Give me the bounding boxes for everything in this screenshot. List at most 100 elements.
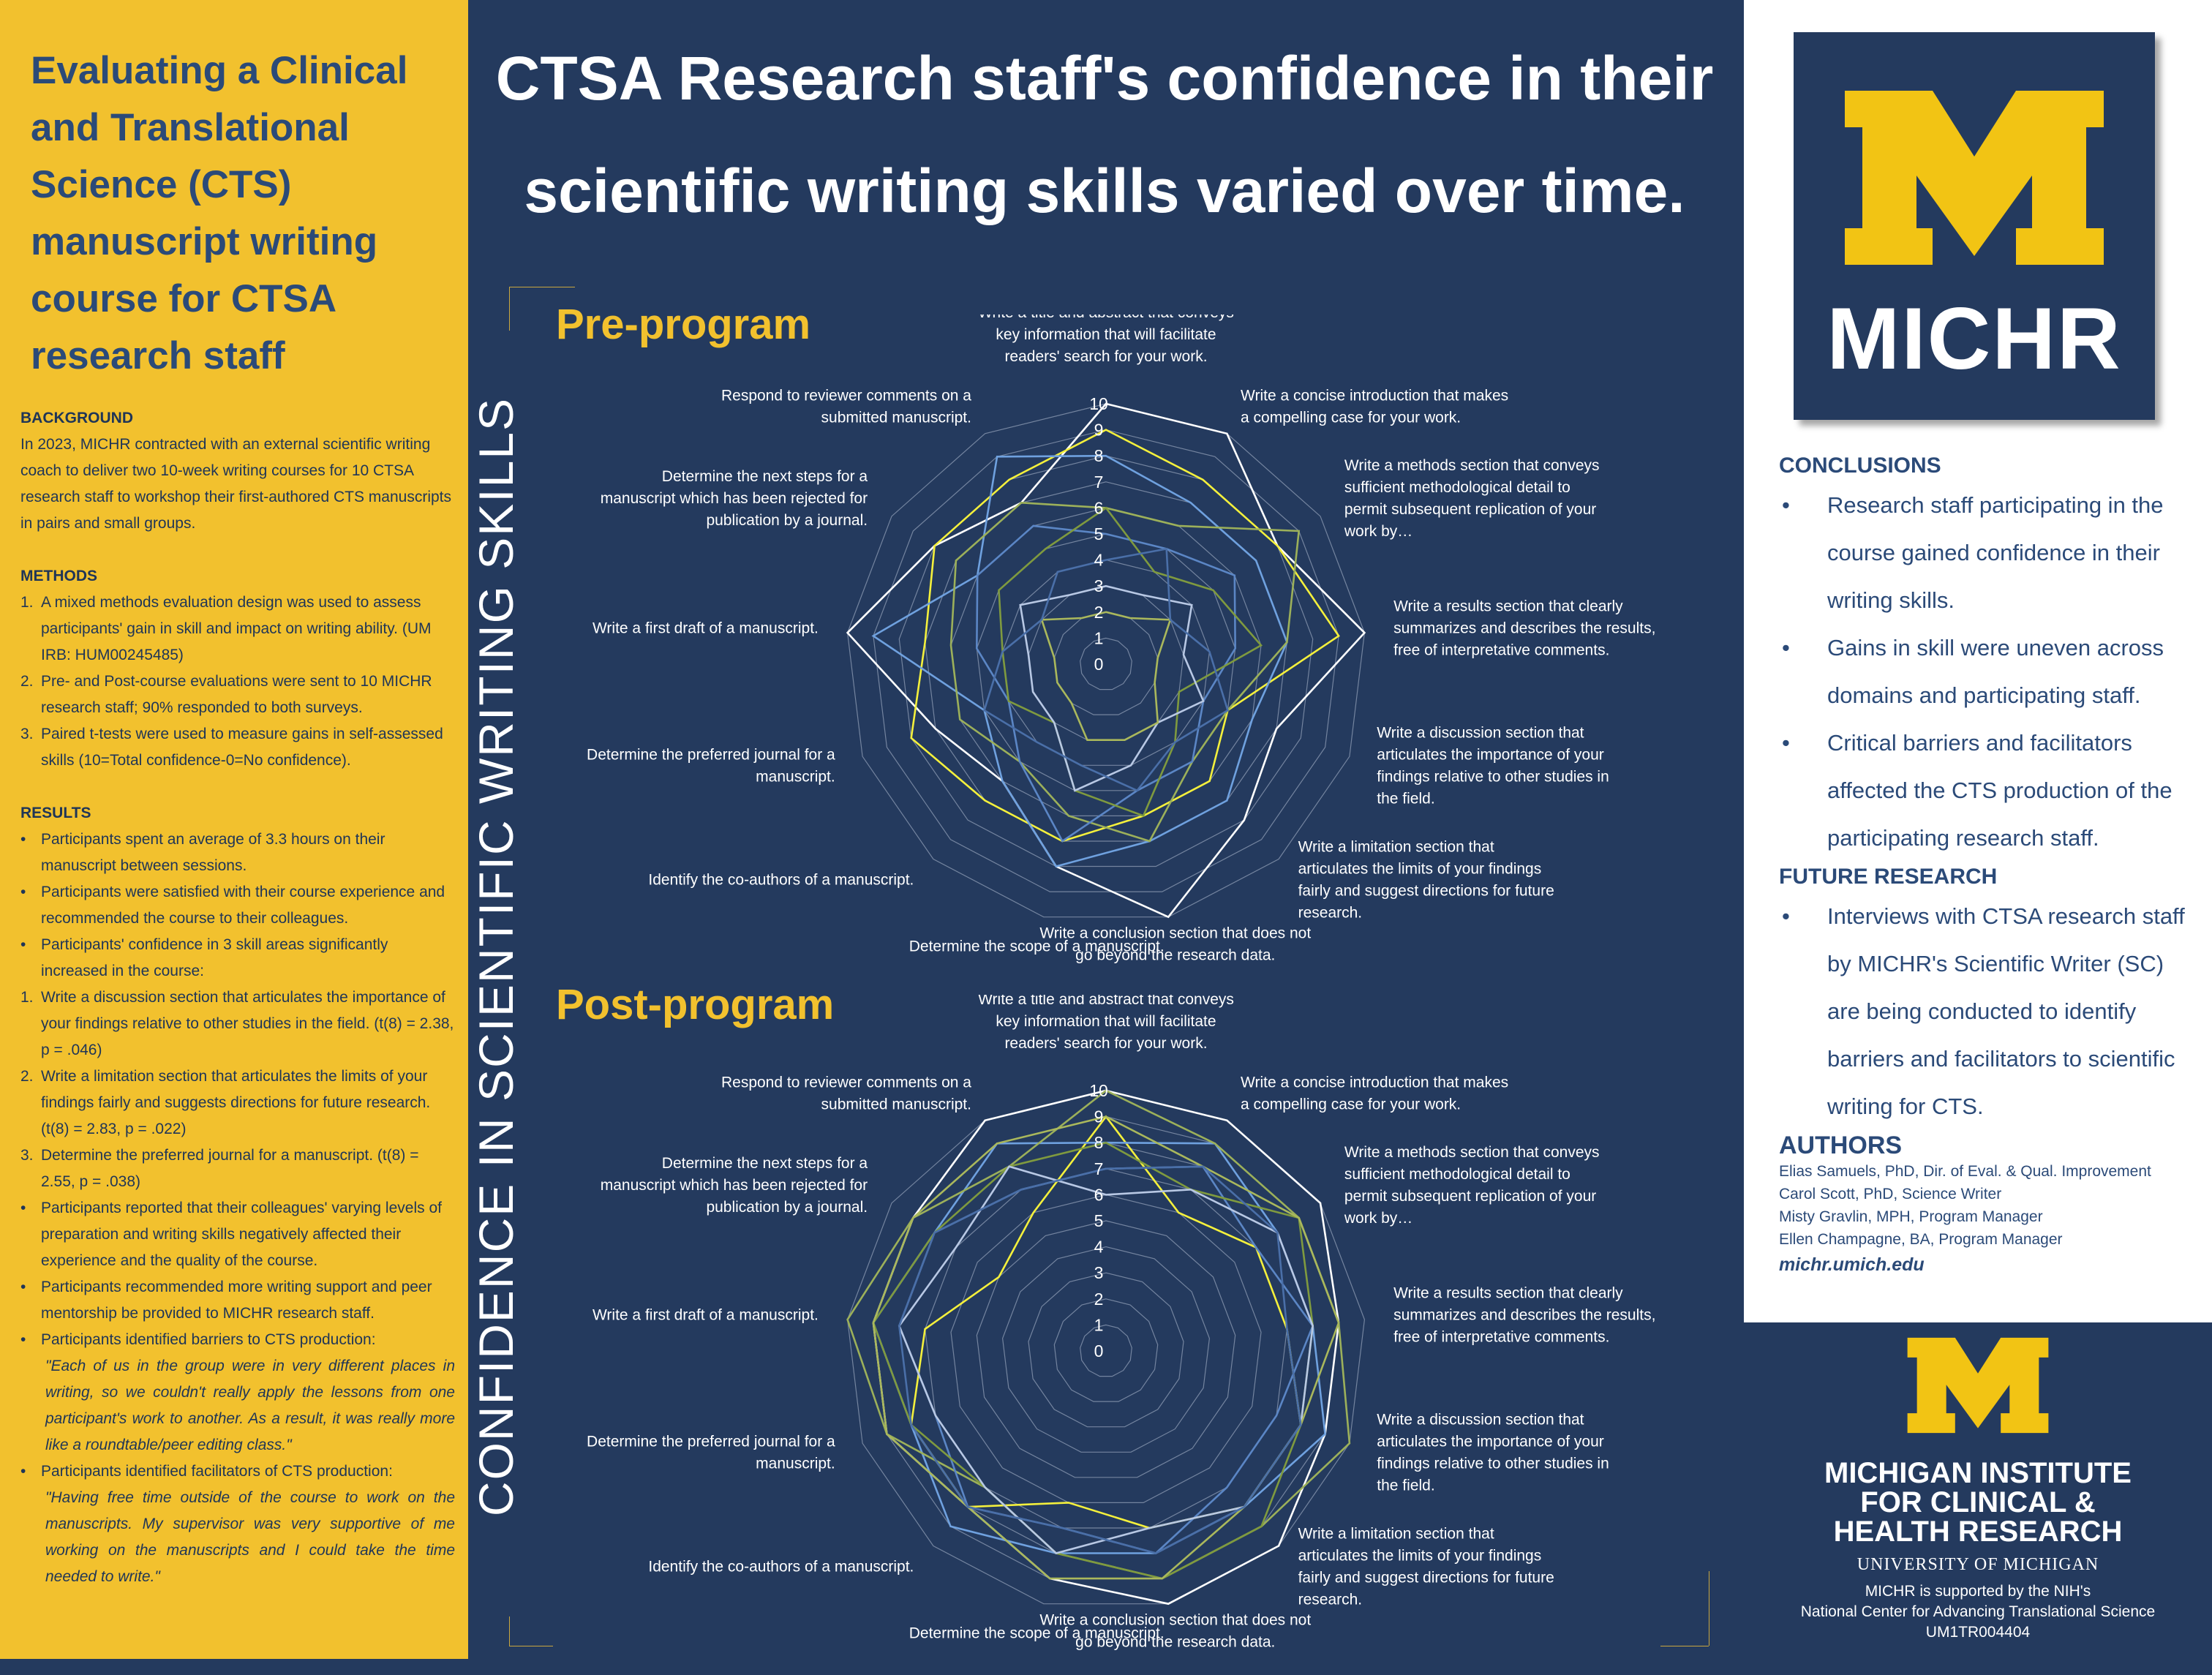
support-line: MICHR is supported by the NIH's [1865,1583,2091,1600]
axis-label-line: Write a discussion section that [1377,1411,1584,1428]
axis-tick-label: 8 [1094,446,1104,465]
axis-label-line: articulates the limits of your findings [1298,1547,1542,1564]
university-name: UNIVERSITY OF MICHIGAN [1856,1555,2099,1574]
axis-label-line: go beyond the research data. [1075,1633,1275,1650]
grid-ring [1053,1298,1159,1402]
axis-tick-label: 4 [1094,1238,1104,1257]
axis-label-line: a compelling case for your work. [1241,1096,1461,1113]
support-statement: MICHR is supported by the NIH's National… [1744,1581,2212,1643]
axis-label-line: publication by a journal. [706,512,868,529]
axis-label-line: Identify the co-authors of a manuscript. [648,871,914,888]
grid-ring [976,533,1236,791]
bullet-marker: • [1782,635,1790,660]
axis-label-line: Write a conclusion section that does not [1039,925,1311,941]
bullet-text: Research staff participating in the cour… [1827,492,2164,613]
axis-label: Write a methods section that conveys suff… [1344,457,1600,540]
axis-label-line: articulates the importance of your [1377,1433,1604,1450]
list-text: Participants spent an average of 3.3 hou… [41,831,385,874]
axis-tick-label: 5 [1094,524,1104,543]
axis-label-line: Determine the scope of a manuscript. [909,1625,1165,1641]
axis-label-line: manuscript. [756,768,835,785]
list-marker: • [20,831,26,848]
axis-label-line: articulates the limits of your findings [1298,860,1542,877]
axis-label: Write a results section that clearly summ… [1393,1284,1655,1345]
axis-label: Write a first draft of a manuscript. [592,1306,819,1323]
axis-label-line: Respond to reviewer comments on a [721,1074,971,1091]
axis-label: Identify the co-authors of a manuscript. [648,1558,914,1575]
axis-label-line: the field. [1377,1477,1434,1494]
list-marker: 1. [20,989,34,1006]
block-m-icon [1907,1337,2049,1434]
series-line [910,1115,1302,1529]
axis-label-line: a compelling case for your work. [1241,409,1461,426]
conclusion-item: • Critical barriers and facilitators affe… [1779,719,2196,862]
list-text: Write a limitation section that articula… [41,1068,431,1137]
list-text: Paired t-tests were used to measure gain… [41,726,443,769]
bullet-text: Gains in skill were uneven across domain… [1827,635,2164,708]
series-line [910,429,1340,843]
axis-label-line: Write a results section that clearly [1393,1284,1623,1301]
axis-label-line: readers' search for your work. [1004,1035,1207,1052]
axis-label-line: Write a concise introduction that makes [1241,1074,1508,1091]
axis-label: Respond to reviewer comments on a submitt… [721,387,971,426]
post-program-title: Post-program [556,981,835,1028]
results-heading: RESULTS [20,805,91,821]
axis-label-line: Write a results section that clearly [1393,598,1623,614]
post-program-radar-chart: 0 1 2 3 4 5 6 7 8 9 10 Write a title and abstract t… [587,995,1655,1650]
axis-label-line: Identify the co-authors of a manuscript. [648,1558,914,1575]
axis-label-line: key information that will facilitate [996,326,1216,343]
axis-label-line: sufficient methodological detail to [1344,479,1570,496]
list-marker: • [20,1331,26,1348]
axis-label: Determine the scope of a manuscript. [909,938,1165,955]
list-text: Pre- and Post-course evaluations were se… [41,673,432,716]
axis-label: Write a limitation section that articulat… [1298,1525,1554,1608]
list-text: Write a discussion section that articula… [41,989,454,1058]
grid-ring [1028,1272,1184,1428]
support-line: National Center for Advancing Translatio… [1800,1603,2156,1620]
footer: MICHIGAN INSTITUTE FOR CLINICAL & HEALTH… [1744,1322,2212,1659]
series-line [872,1115,1340,1580]
axis-tick-label: 3 [1094,576,1104,595]
axis-label: Determine the scope of a manuscript. [909,1625,1165,1641]
axis-label: Write a title and abstract that conveys k… [978,315,1234,365]
facilitator-quote: "Having free time outside of the course … [45,1489,455,1585]
axis-tick-label: 5 [1094,1211,1104,1230]
logo-wordmark: MICHR [1827,290,2122,388]
axis-tick-label: 9 [1094,1107,1104,1126]
right-body: CONCLUSIONS • Research staff participatin… [1779,453,2196,1276]
axis-label: Identify the co-authors of a manuscript. [648,871,914,888]
main-heading: CTSA Research staff's confidence in thei… [495,44,1714,225]
axis-label: Write a discussion section that articulat… [1377,724,1609,807]
methods-heading: METHODS [20,568,97,584]
axis-label-line: findings relative to other studies in [1377,768,1609,785]
series-line [949,501,1301,843]
institute-line: FOR CLINICAL & [1860,1486,2096,1518]
axis-label-line: Write a methods section that conveys [1344,1144,1600,1161]
axis-tick-label: 8 [1094,1133,1104,1152]
grid-ring [1053,611,1159,715]
axis-label-line: manuscript which has been rejected for [601,490,868,507]
axis-tick-label: 4 [1094,551,1104,570]
barrier-quote: "Each of us in the group were in very di… [45,1358,455,1453]
bullet-text: Interviews with CTSA research staff by M… [1827,903,2185,1119]
axis-label-line: fairly and suggest directions for future [1298,1569,1554,1586]
results-item: • Participants' confidence in 3 skill are… [20,932,455,985]
axis-tick-label: 10 [1089,1081,1108,1100]
axis-label-line: permit subsequent replication of your [1344,501,1596,518]
series-line [872,1141,1314,1580]
grid-ring [846,403,1366,918]
methods-item: 3. Paired t-tests were used to measure ga… [20,721,455,774]
frame-line [509,287,510,331]
results-item: • Participants identified facilitators of… [20,1458,455,1485]
background-heading: BACKGROUND [20,410,133,426]
axis-label: Determine the preferred journal for a man… [587,746,835,785]
axis-tick-label: 2 [1094,603,1104,622]
axis-label-line: research. [1298,1591,1363,1608]
conclusions-list: • Research staff participating in the cou… [1779,481,2196,862]
list-text: Participants recommended more writing su… [41,1279,432,1322]
axis-tick-label: 6 [1094,1185,1104,1204]
bullet-marker: • [1782,730,1790,756]
series-line [872,1089,1340,1606]
axis-label-line: permit subsequent replication of your [1344,1188,1596,1205]
website-link[interactable]: michr.umich.edu [1779,1254,1925,1275]
